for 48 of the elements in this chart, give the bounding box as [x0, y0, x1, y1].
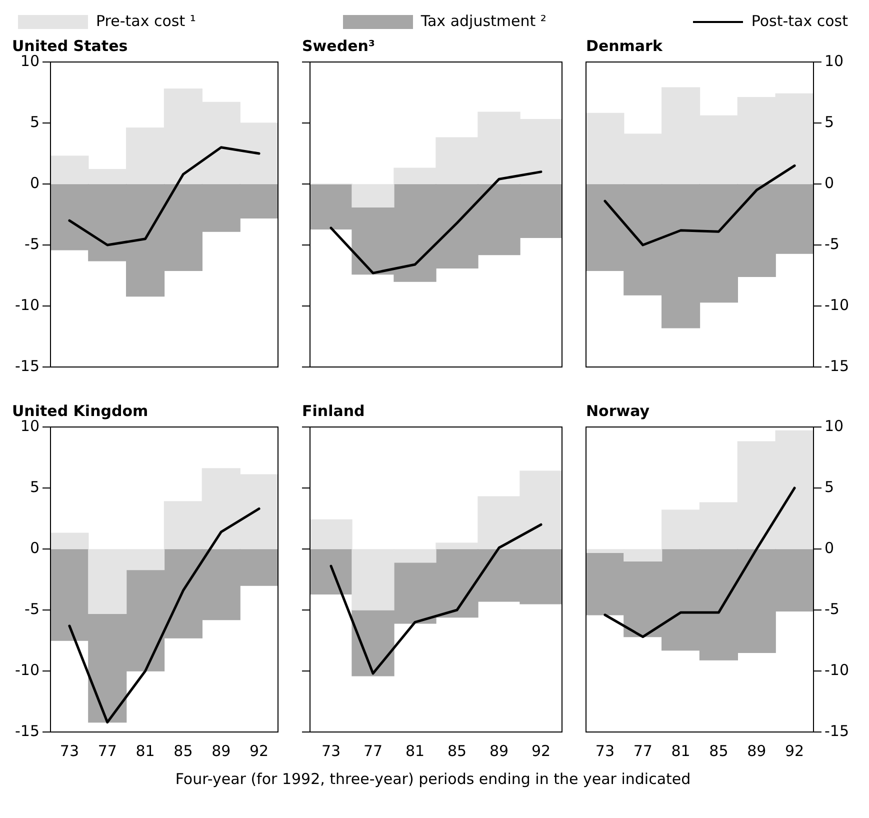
x-tick-label: 81	[671, 742, 690, 760]
x-tick-label: 73	[595, 742, 615, 760]
y-tick-label: -15	[824, 722, 849, 740]
y-tick-label: 0	[824, 174, 834, 192]
x-tick-label: 77	[363, 742, 383, 760]
y-tick-label: 5	[30, 478, 40, 496]
x-tick-label: 77	[98, 742, 117, 760]
x-tick-label: 92	[784, 742, 804, 760]
x-tick-label: 73	[60, 742, 80, 760]
x-tick-label: 92	[531, 742, 551, 760]
legend-label: Tax adjustment ²	[420, 12, 546, 30]
chart-title: Sweden³	[302, 36, 375, 55]
y-tick-label: -10	[824, 660, 849, 679]
y-tick-label: 10	[824, 52, 844, 70]
x-tick-label: 85	[447, 742, 467, 760]
x-axis-title: Four-year (for 1992, three-year) periods ending in the year indicated	[174, 770, 692, 788]
y-tick-label: -10	[15, 296, 40, 314]
y-tick-label: -15	[824, 356, 849, 375]
x-tick-label: 77	[633, 742, 652, 760]
x-tick-label: 73	[321, 742, 341, 760]
chart-title: Norway	[586, 402, 650, 420]
x-tick-label: 85	[709, 742, 728, 760]
x-tick-label: 81	[405, 742, 425, 760]
x-tick-label: 92	[249, 742, 269, 760]
y-tick-label: 5	[824, 478, 834, 496]
y-tick-label: 5	[30, 112, 40, 131]
y-tick-label: 0	[30, 174, 40, 192]
y-tick-label: -5	[24, 234, 40, 253]
y-tick-label: 10	[824, 416, 844, 435]
y-tick-label: -5	[824, 234, 840, 253]
y-tick-label: -5	[824, 600, 840, 618]
y-tick-label: 0	[30, 538, 40, 557]
y-tick-label: -15	[15, 356, 40, 375]
x-tick-label: 81	[136, 742, 155, 760]
x-tick-label: 85	[174, 742, 193, 760]
y-tick-label: -5	[24, 600, 40, 618]
x-tick-label: 89	[489, 742, 509, 760]
legend-label: Pre-tax cost ¹	[96, 12, 196, 30]
y-tick-label: 5	[824, 112, 834, 131]
chart-title: Denmark	[586, 36, 664, 55]
chart-title: Finland	[302, 402, 365, 420]
y-tick-label: -10	[15, 660, 40, 679]
x-tick-label: 89	[212, 742, 231, 760]
legend-label: Post-tax cost	[751, 12, 848, 30]
y-tick-label: 0	[824, 538, 834, 557]
x-tick-label: 89	[747, 742, 766, 760]
y-tick-label: -10	[824, 296, 849, 314]
y-tick-label: -15	[15, 722, 40, 740]
